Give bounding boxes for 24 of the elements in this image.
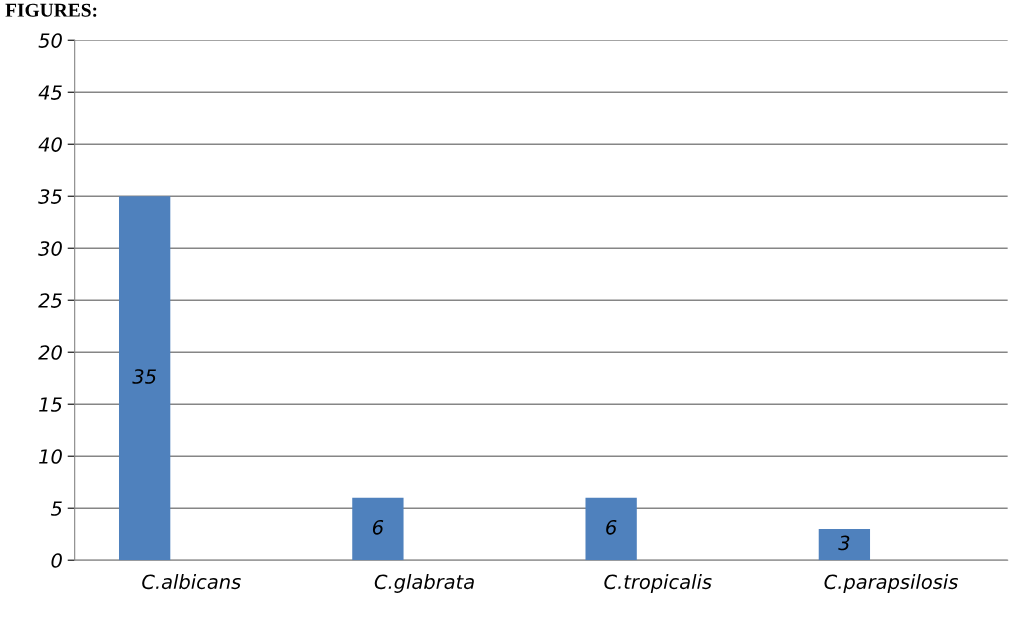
y-tick-label: 50 bbox=[38, 33, 62, 48]
y-tick-label: 40 bbox=[38, 137, 62, 152]
x-tick-label: C.glabrata bbox=[374, 574, 474, 593]
y-tick-label: 10 bbox=[39, 449, 62, 464]
chart-title: FIGURES: bbox=[5, 3, 97, 17]
x-tick-label: C.tropicalis bbox=[604, 574, 712, 593]
y-tick-label: 35 bbox=[38, 189, 62, 204]
bar bbox=[585, 497, 637, 561]
data-label: 6 bbox=[606, 519, 617, 535]
bar bbox=[352, 497, 404, 561]
data-label: 35 bbox=[132, 369, 156, 384]
y-tick-label: 15 bbox=[39, 397, 62, 412]
x-tick-label: C.albicans bbox=[142, 574, 241, 590]
bar bbox=[119, 196, 171, 561]
y-tick-label: 20 bbox=[38, 345, 62, 360]
y-tick-label: 30 bbox=[38, 241, 62, 256]
data-label: 3 bbox=[838, 535, 850, 551]
x-tick-label: C.parapsilosis bbox=[824, 574, 959, 593]
bar bbox=[818, 529, 871, 561]
y-tick-label: 45 bbox=[38, 85, 62, 100]
y-tick-label: 0 bbox=[51, 553, 62, 568]
y-tick-label: 25 bbox=[38, 293, 62, 308]
y-tick-label: 5 bbox=[50, 501, 62, 516]
data-label: 6 bbox=[372, 519, 384, 535]
